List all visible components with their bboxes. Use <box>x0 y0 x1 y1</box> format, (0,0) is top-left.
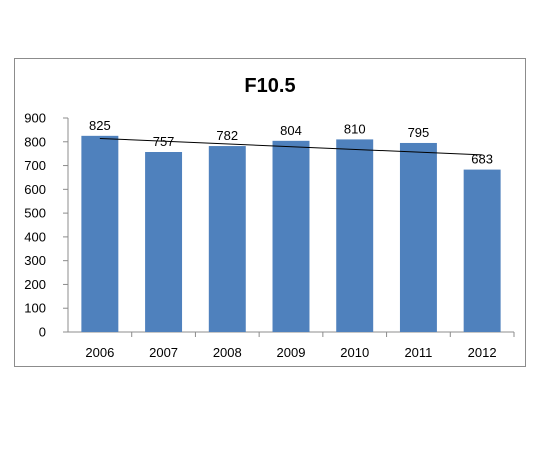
y-tick-label: 0 <box>39 325 46 340</box>
bar <box>463 169 501 332</box>
x-tick-label: 2006 <box>85 345 114 360</box>
bar <box>272 140 310 332</box>
y-tick-label: 500 <box>24 206 46 221</box>
trendline <box>99 137 483 156</box>
y-tick-label: 400 <box>24 229 46 244</box>
data-label: 782 <box>216 128 238 143</box>
bar <box>336 139 374 332</box>
y-tick-label: 100 <box>24 301 46 316</box>
y-tick-label: 700 <box>24 158 46 173</box>
data-label: 795 <box>408 125 430 140</box>
x-tick-label: 2012 <box>468 345 497 360</box>
bar <box>208 146 246 332</box>
x-tick-label: 2007 <box>149 345 178 360</box>
data-label: 810 <box>344 121 366 136</box>
chart-title: F10.5 <box>244 75 295 97</box>
y-tick-label: 200 <box>24 277 46 292</box>
data-label: 683 <box>471 152 493 167</box>
data-label: 825 <box>89 118 111 133</box>
x-tick-label: 2008 <box>213 345 242 360</box>
bar <box>399 142 437 332</box>
plot-area: 0 100 200 300 400 500 600 700 800 900 2006 825 2007 7… <box>24 111 515 360</box>
x-tick-label: 2010 <box>340 345 369 360</box>
y-tick-label: 300 <box>24 253 46 268</box>
bar <box>145 152 183 332</box>
y-tick-label: 800 <box>24 134 46 149</box>
x-tick-label: 2011 <box>404 345 432 360</box>
bar <box>81 135 119 332</box>
data-label: 804 <box>280 123 302 138</box>
y-tick-label: 600 <box>24 182 46 197</box>
x-tick-label: 2009 <box>277 345 306 360</box>
y-tick-label: 900 <box>24 111 46 126</box>
